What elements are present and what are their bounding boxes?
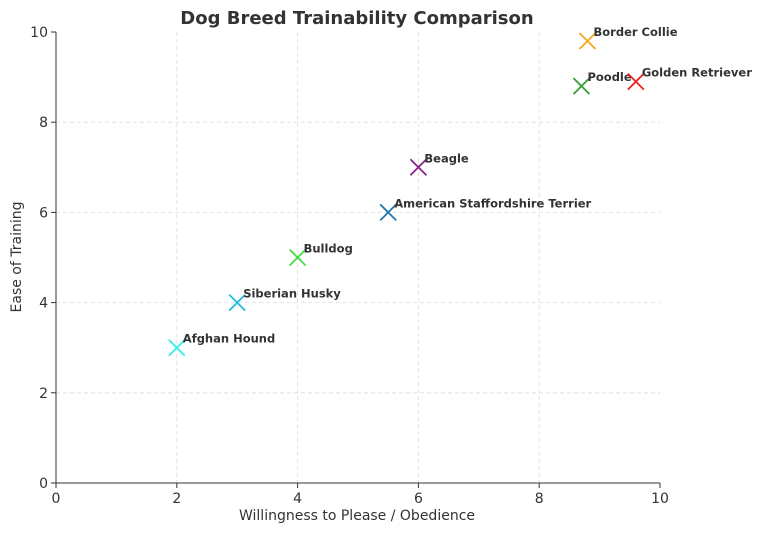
y-tick-label-5: 10 xyxy=(30,25,48,41)
data-points: Afghan Hound Siberian Husky Bulldog America… xyxy=(168,25,752,357)
point-label-3: American Staffordshire Terrier xyxy=(394,196,591,210)
point-label-2: Bulldog xyxy=(304,242,353,256)
x-tick-label-0: 0 xyxy=(52,491,61,507)
point-marker-stroke-b xyxy=(578,32,597,50)
chart-title: Dog Breed Trainability Comparison xyxy=(180,8,533,29)
grid xyxy=(56,32,660,483)
x-tick-label-1: 2 xyxy=(172,491,181,507)
y-tick-label-1: 2 xyxy=(39,386,48,402)
point-marker-stroke-b xyxy=(627,72,645,91)
axes-frame xyxy=(55,32,660,484)
data-point-2: Bulldog xyxy=(288,242,353,267)
y-axis-ticks: 0 2 4 6 8 10 xyxy=(30,25,56,492)
y-axis-label: Ease of Training xyxy=(9,202,25,313)
point-marker-stroke-b xyxy=(572,77,591,95)
y-tick-label-3: 6 xyxy=(39,205,48,221)
point-marker-stroke-b xyxy=(288,248,307,267)
x-axis-label: Willingness to Please / Obedience xyxy=(239,508,475,524)
data-point-1: Siberian Husky xyxy=(228,287,341,312)
x-tick-label-3: 6 xyxy=(414,491,423,507)
y-tick-label-0: 0 xyxy=(39,476,48,492)
point-marker-stroke-b xyxy=(409,158,428,176)
point-marker-stroke-b xyxy=(228,293,246,312)
point-label-4: Beagle xyxy=(424,151,468,165)
point-label-6: Border Collie xyxy=(594,25,678,39)
point-label-1: Siberian Husky xyxy=(243,287,341,301)
data-point-0: Afghan Hound xyxy=(168,332,275,357)
y-tick-label-2: 4 xyxy=(39,296,48,312)
y-tick-label-4: 8 xyxy=(39,115,48,131)
data-point-4: Beagle xyxy=(409,151,469,176)
point-label-7: Golden Retriever xyxy=(642,66,752,80)
point-marker-stroke-b xyxy=(168,339,186,357)
x-tick-label-2: 4 xyxy=(293,491,302,507)
point-label-5: Poodle xyxy=(587,70,631,84)
point-marker-stroke-b xyxy=(379,203,397,222)
data-point-6: Border Collie xyxy=(578,25,678,50)
point-label-0: Afghan Hound xyxy=(183,332,275,346)
x-tick-label-5: 10 xyxy=(651,491,669,507)
x-tick-label-4: 8 xyxy=(535,491,544,507)
x-axis-ticks: 0 2 4 6 8 10 xyxy=(52,483,669,507)
data-point-7: Golden Retriever xyxy=(627,66,752,91)
data-point-3: American Staffordshire Terrier xyxy=(379,196,592,222)
data-point-5: Poodle xyxy=(572,70,632,95)
